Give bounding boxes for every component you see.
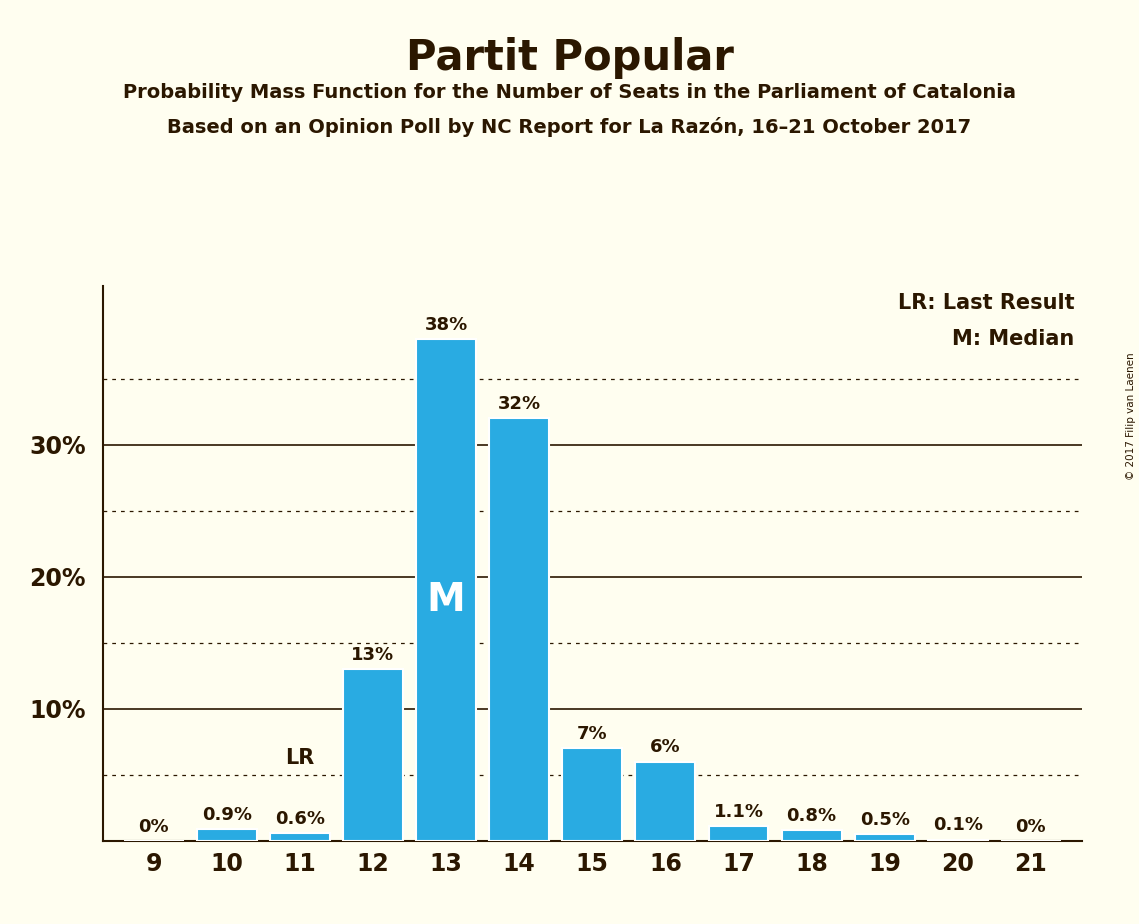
Bar	[270, 833, 330, 841]
Text: 0.8%: 0.8%	[787, 807, 837, 825]
Bar	[343, 669, 403, 841]
Bar	[636, 761, 695, 841]
Text: 0%: 0%	[138, 818, 169, 835]
Text: M: M	[427, 581, 466, 619]
Text: 0.1%: 0.1%	[933, 816, 983, 834]
Text: M: Median: M: Median	[952, 329, 1075, 348]
Bar	[708, 826, 769, 841]
Bar	[416, 339, 476, 841]
Text: LR: LR	[285, 748, 314, 768]
Text: 32%: 32%	[498, 395, 541, 413]
Text: Based on an Opinion Poll by NC Report for La Razón, 16–21 October 2017: Based on an Opinion Poll by NC Report fo…	[167, 117, 972, 138]
Text: 13%: 13%	[352, 646, 394, 664]
Bar	[563, 748, 622, 841]
Text: Probability Mass Function for the Number of Seats in the Parliament of Catalonia: Probability Mass Function for the Number…	[123, 83, 1016, 103]
Text: 1.1%: 1.1%	[713, 803, 763, 821]
Bar	[781, 831, 842, 841]
Bar	[490, 419, 549, 841]
Text: 7%: 7%	[577, 725, 607, 743]
Bar	[928, 840, 988, 841]
Text: 6%: 6%	[650, 738, 681, 757]
Text: 0.6%: 0.6%	[274, 809, 325, 828]
Text: Partit Popular: Partit Popular	[405, 37, 734, 79]
Text: 0.9%: 0.9%	[202, 806, 252, 823]
Text: LR: Last Result: LR: Last Result	[899, 293, 1075, 313]
Text: 0.5%: 0.5%	[860, 811, 910, 829]
Text: © 2017 Filip van Laenen: © 2017 Filip van Laenen	[1126, 352, 1136, 480]
Text: 0%: 0%	[1016, 818, 1047, 835]
Bar	[854, 834, 915, 841]
Bar	[197, 829, 256, 841]
Text: 38%: 38%	[425, 316, 468, 334]
